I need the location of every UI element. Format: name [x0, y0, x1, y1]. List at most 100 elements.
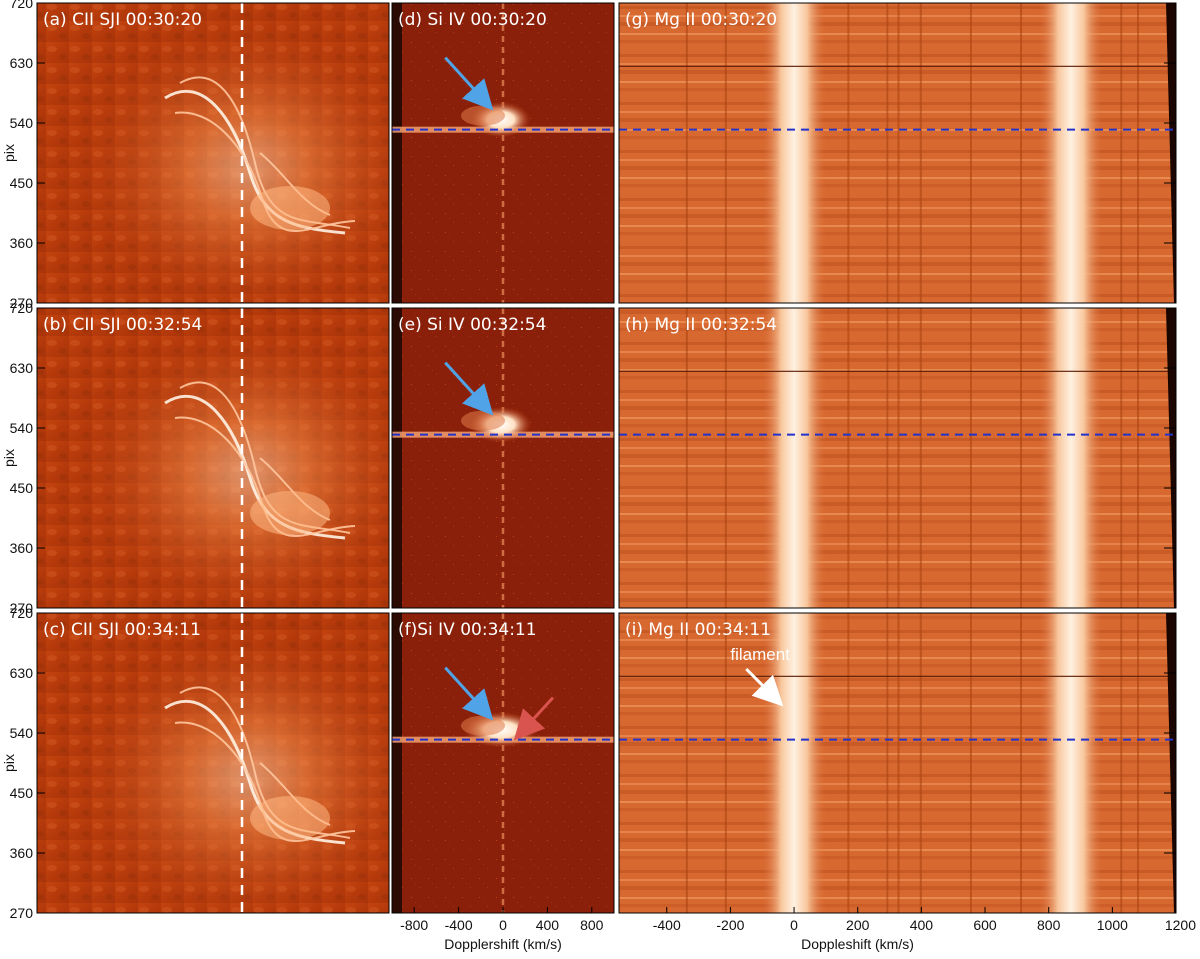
mg-ii-dark-fringe: [1137, 613, 1140, 913]
mg-ii-dark-fringe: [685, 613, 688, 913]
mg-x-tick-label: 200: [846, 917, 870, 933]
mg-ii-dark-fringe: [969, 613, 972, 913]
y-tick-label: 540: [10, 725, 34, 741]
y-tick-label: 630: [10, 360, 34, 376]
y-tick-label: 360: [10, 235, 34, 251]
sji-panel-label: (b) CII SJI 00:32:54: [43, 315, 202, 335]
mg-ii-dark-fringe: [847, 308, 850, 608]
y-axis-label: pix: [1, 144, 17, 162]
mg-ii-dark-fringe: [1120, 308, 1123, 608]
si-x-axis-label: Dopplershift (km/s): [444, 936, 561, 952]
mg-ii-dark-fringe: [847, 613, 850, 913]
si-iv-spectrum-panel: (e) Si IV 00:32:54: [391, 307, 615, 609]
si-iv-panel-label: (e) Si IV 00:32:54: [398, 315, 546, 335]
y-axis-label: pix: [1, 754, 17, 772]
mg-x-tick-label: 800: [1037, 917, 1061, 933]
mg-ii-dark-fringe: [1137, 308, 1140, 608]
mg-x-tick-label: 400: [910, 917, 934, 933]
si-x-tick-label: 800: [580, 917, 604, 933]
mg-ii-panel-frame: [618, 307, 1177, 609]
sji-panel-label: (a) CII SJI 00:30:20: [43, 10, 202, 30]
mg-ii-dark-fringe: [886, 613, 889, 913]
sji-panel-frame: [36, 2, 390, 304]
sji-bright-footpoint: [250, 186, 330, 230]
sji-image-panel: (a) CII SJI 00:30:20: [36, 2, 390, 304]
si-iv-blueshift-wing: [461, 410, 506, 431]
mg-ii-spectrum-panel: (h) Mg II 00:32:54: [618, 307, 1177, 609]
mg-ii-dark-fringe: [969, 3, 972, 303]
y-tick-label: 720: [10, 605, 34, 621]
figure-row: (c) CII SJI 00:34:11 (f)Si IV 00:34:11 fil…: [36, 612, 1177, 914]
mg-ii-dark-fringe: [897, 613, 900, 913]
mg-ii-dark-fringe: [685, 3, 688, 303]
y-tick-label: 450: [10, 480, 34, 496]
mg-ii-dark-fringe: [724, 3, 727, 303]
mg-ii-dark-fringe: [1020, 613, 1023, 913]
y-tick-label: 540: [10, 420, 34, 436]
si-iv-dark-edge: [392, 3, 402, 303]
si-x-tick-label: -400: [445, 917, 473, 933]
mg-ii-panel-label: (g) Mg II 00:30:20: [625, 10, 777, 30]
mg-x-axis-label: Doppleshift (km/s): [801, 936, 914, 952]
red-arrow: [513, 696, 555, 741]
blue-arrow: [444, 666, 494, 721]
mg-x-tick-label: 0: [790, 917, 798, 933]
y-tick-label: 450: [10, 175, 34, 191]
y-tick-label: 540: [10, 115, 34, 131]
y-tick-label: 270: [10, 295, 34, 311]
si-iv-panel-frame: [391, 307, 615, 609]
mg-ii-dark-fringe: [1120, 3, 1123, 303]
mg-ii-panel-label: (i) Mg II 00:34:11: [625, 620, 771, 640]
mg-ii-dark-fringe: [886, 3, 889, 303]
mg-ii-dark-fringe: [886, 308, 889, 608]
y-tick-label: 270: [10, 905, 34, 921]
si-iv-blueshift-wing: [461, 715, 506, 736]
si-iv-panel-label: (f)Si IV 00:34:11: [398, 620, 537, 640]
mg-ii-panel-frame: [618, 2, 1177, 304]
sji-panel-frame: [36, 307, 390, 609]
si-iv-blueshift-wing: [461, 105, 506, 126]
si-iv-spectrum-panel: (d) Si IV 00:30:20: [391, 2, 615, 304]
mg-ii-panel-frame: [618, 612, 1177, 914]
figure-row: (a) CII SJI 00:30:20 (d) Si IV 00:30:20 (g…: [36, 2, 1177, 304]
mg-ii-emission-line: [1038, 3, 1103, 303]
sji-image-panel: (b) CII SJI 00:32:54: [36, 307, 390, 609]
mg-ii-emission-line: [762, 3, 827, 303]
y-tick-label: 450: [10, 785, 34, 801]
sji-panel-label: (c) CII SJI 00:34:11: [43, 620, 201, 640]
y-tick-label: 270: [10, 600, 34, 616]
si-x-tick-label: -800: [400, 917, 428, 933]
mg-ii-dark-edge: [1166, 613, 1176, 913]
mg-ii-dark-fringe: [919, 3, 922, 303]
y-tick-label: 720: [10, 300, 34, 316]
mg-ii-dark-fringe: [1120, 613, 1123, 913]
y-tick-label: 360: [10, 845, 34, 861]
mg-ii-dark-fringe: [969, 308, 972, 608]
mg-ii-panel-label: (h) Mg II 00:32:54: [625, 315, 777, 335]
y-axis-label: pix: [1, 449, 17, 467]
filament-arrow: [745, 667, 784, 707]
sji-bright-footpoint: [250, 491, 330, 535]
mg-x-tick-label: 600: [973, 917, 997, 933]
mg-ii-spectrum-panel: filament (i) Mg II 00:34:11: [618, 612, 1177, 914]
si-iv-dark-edge: [392, 613, 402, 913]
sji-glow: [37, 308, 389, 608]
mg-ii-spectrum-panel: (g) Mg II 00:30:20: [618, 2, 1177, 304]
y-tick-label: 720: [10, 0, 34, 11]
mg-ii-dark-fringe: [1137, 3, 1140, 303]
si-x-tick-label: 400: [536, 917, 560, 933]
sji-bright-footpoint: [250, 796, 330, 840]
mg-ii-dark-fringe: [919, 308, 922, 608]
mg-ii-dark-fringe: [1020, 3, 1023, 303]
si-x-tick-label: 0: [499, 917, 507, 933]
mg-ii-dark-fringe: [724, 308, 727, 608]
mg-x-tick-label: 1200: [1165, 917, 1196, 933]
si-iv-panel-label: (d) Si IV 00:30:20: [398, 10, 547, 30]
mg-ii-emission-line: [762, 308, 827, 608]
mg-x-tick-label: 1000: [1097, 917, 1128, 933]
y-tick-label: 360: [10, 540, 34, 556]
y-tick-label: 630: [10, 55, 34, 71]
sji-glow: [37, 613, 389, 913]
mg-ii-dark-fringe: [847, 3, 850, 303]
